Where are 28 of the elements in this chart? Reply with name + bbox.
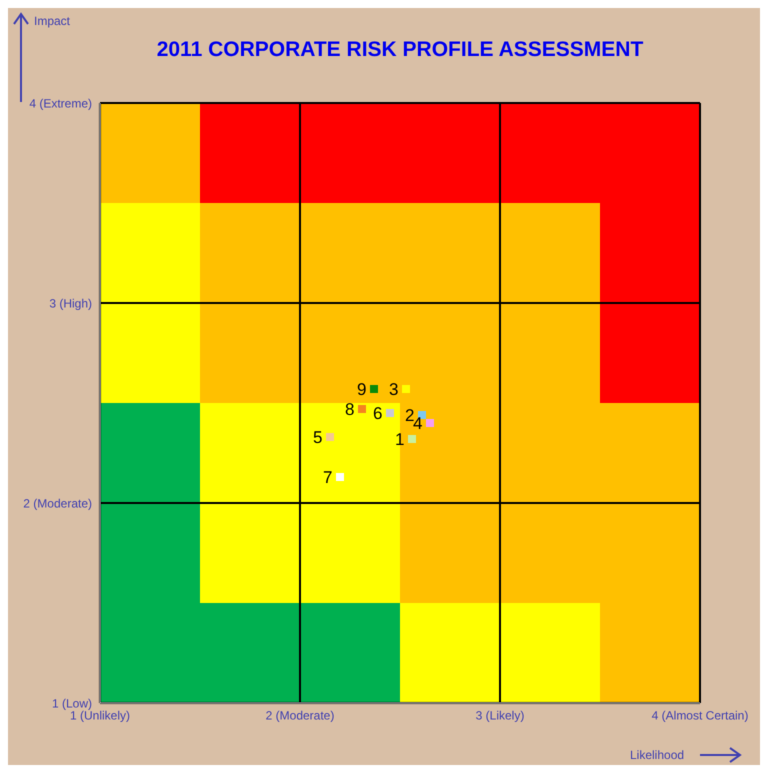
y-tick-label: 2 (Moderate) (23, 496, 92, 510)
series-label: 8 (345, 400, 354, 420)
x-axis-title: Likelihood (630, 748, 684, 762)
x-tick-label: 4 (Almost Certain) (652, 708, 748, 723)
point (386, 409, 394, 417)
point (358, 405, 366, 413)
y-tick-label: 3 (High) (49, 296, 92, 310)
series-label: 4 (413, 414, 422, 434)
point (336, 473, 344, 481)
y-tick-label: 4 (Extreme) (29, 96, 92, 110)
series-label: 6 (373, 404, 382, 424)
series-label: 9 (357, 380, 366, 400)
series-label: 3 (389, 380, 398, 400)
series-label: 2 (405, 406, 414, 426)
series-label: 1 (395, 430, 404, 450)
point (426, 419, 434, 427)
point (326, 433, 334, 441)
x-tick-label: 2 (Moderate) (266, 708, 334, 723)
x-tick-label: 3 (Likely) (476, 708, 524, 723)
text: Impact (34, 14, 70, 28)
point (370, 385, 378, 393)
series-label: 7 (323, 468, 332, 488)
point (408, 435, 416, 443)
x-tick-label: 1 (Unlikely) (70, 708, 130, 723)
series-label: 5 (313, 428, 322, 448)
chart-title: 2011 CORPORATE RISK PROFILE ASSESSMENT (156, 38, 644, 62)
y-tick-label: 1 (Low) (52, 696, 92, 710)
point (402, 385, 410, 393)
